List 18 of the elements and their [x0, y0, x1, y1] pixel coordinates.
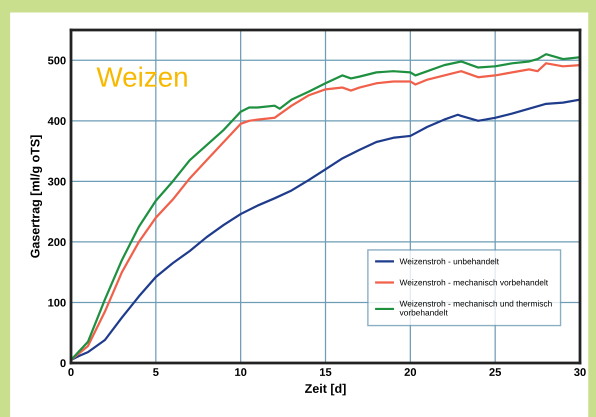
- legend-label: Weizenstroh - unbehandelt: [400, 258, 499, 264]
- x-tick-label: 20: [404, 368, 416, 376]
- y-tick-label: 400: [48, 117, 66, 125]
- legend-label: Weizenstroh - mechanisch und thermisch vorbehandelt: [400, 300, 552, 316]
- x-tick-label: 15: [320, 368, 332, 376]
- legend-label: Weizenstroh - mechanisch vorbehandelt: [400, 279, 548, 286]
- y-tick-label: 0: [60, 359, 66, 368]
- x-axis-title: Zeit [d]: [305, 384, 346, 396]
- x-tick-label: 10: [235, 368, 246, 376]
- y-tick-label: 200: [48, 238, 66, 246]
- y-axis-title: Gasertrag [ml/g oTS]: [30, 135, 42, 258]
- x-tick-label: 25: [489, 368, 502, 376]
- x-tick-label: 30: [574, 368, 586, 376]
- y-tick-label: 500: [48, 56, 66, 64]
- y-tick-label: 300: [48, 178, 66, 186]
- x-tick-label: 5: [153, 368, 159, 376]
- x-tick-label: 0: [68, 368, 74, 376]
- y-tick-label: 100: [48, 298, 66, 307]
